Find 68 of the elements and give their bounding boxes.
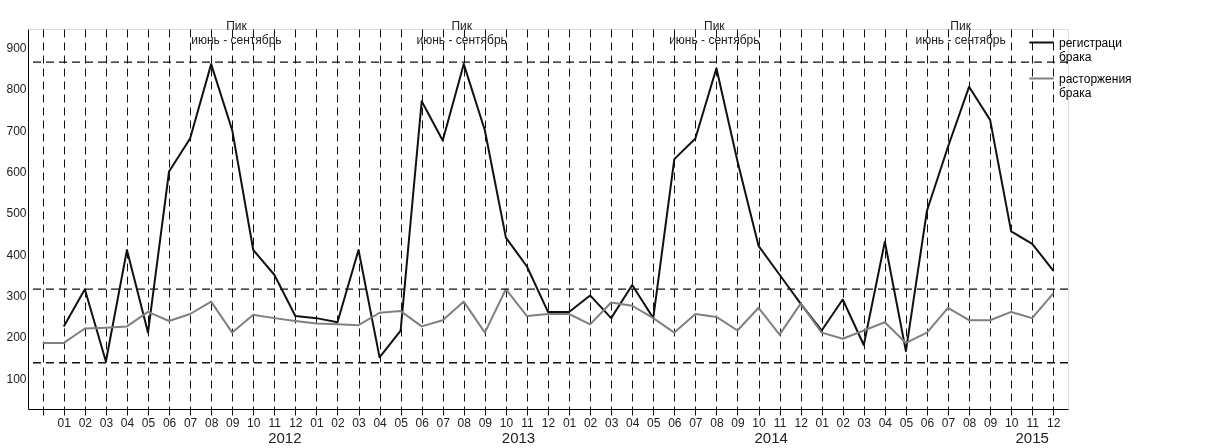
y-tick-label: 400 [6, 247, 27, 262]
x-tick-label: 01 [310, 415, 324, 430]
x-tick-label: 12 [1047, 415, 1061, 430]
x-tick-label: 05 [647, 415, 661, 430]
x-tick-label: 07 [436, 415, 451, 430]
text: 2014 [754, 429, 788, 446]
y-tick-label: 500 [6, 206, 27, 221]
x-tick-label: 02 [331, 415, 345, 430]
x-tick-label: 11 [773, 415, 787, 430]
text: 2015 [1015, 429, 1049, 446]
legend-label: регистраци брака [1059, 35, 1122, 64]
x-tick-label: 07 [689, 415, 703, 430]
text: 2012 [268, 429, 302, 446]
x-tick-label: 02 [583, 415, 598, 430]
x-tick-label: 09 [731, 415, 745, 430]
x-tick-label: 12 [794, 415, 809, 430]
x-tick-label: 07 [183, 415, 198, 430]
x-tick-label: 06 [415, 415, 430, 430]
annotation: Пик июнь - сентябрь [669, 19, 760, 47]
x-tick-label: 12 [289, 415, 303, 430]
x-tick-label: 11 [521, 415, 534, 430]
x-tick-label: 01 [815, 415, 830, 430]
x-tick-label: 08 [204, 415, 219, 430]
annotation: Пик июнь - сентябрь [416, 19, 507, 47]
x-tick-label: 09 [226, 415, 240, 430]
x-tick-label: 03 [857, 415, 872, 430]
x-tick-label: 06 [162, 415, 177, 430]
y-tick-label: 600 [6, 165, 27, 179]
x-tick-label: 06 [920, 415, 935, 430]
x-tick-label: 01 [57, 415, 72, 430]
x-tick-label: 03 [352, 415, 367, 430]
x-tick-label: 11 [1026, 415, 1040, 430]
x-tick-label: 01 [562, 415, 577, 430]
y-tick-label: 900 [6, 41, 27, 56]
x-tick-label: 12 [541, 415, 556, 430]
x-tick-label: 04 [878, 415, 893, 430]
y-tick-label: 700 [6, 123, 27, 138]
x-tick-label: 04 [626, 415, 640, 430]
x-tick-label: 02 [836, 415, 851, 430]
y-tick-label: 100 [6, 371, 27, 386]
annotation: Пик июнь - сентябрь [191, 19, 282, 47]
line-series [41, 288, 1055, 344]
x-tick-label: 05 [394, 415, 409, 430]
y-tick-label: 300 [6, 288, 27, 303]
x-tick-label: 11 [268, 415, 282, 430]
x-tick-label: 05 [899, 415, 914, 430]
x-tick-label: 05 [141, 415, 156, 430]
annotation: Пик июнь - сентябрь [915, 19, 1006, 47]
x-tick-label: 10 [247, 415, 261, 430]
x-tick-label: 04 [120, 415, 135, 430]
x-tick-label: 08 [710, 415, 724, 430]
x-tick-label: 10 [499, 415, 514, 430]
x-tick-label: 06 [668, 415, 682, 430]
x-tick-label: 10 [752, 415, 767, 430]
x-tick-label: 04 [373, 415, 388, 430]
y-tick-label: 200 [6, 330, 27, 345]
text: 2013 [501, 429, 536, 446]
x-tick-label: 02 [78, 415, 93, 430]
x-tick-label: 10 [1004, 415, 1019, 430]
x-tick-label: 09 [478, 415, 493, 430]
y-tick-label: 800 [6, 82, 27, 97]
x-tick-label: 07 [941, 415, 956, 430]
x-tick-label: 08 [457, 415, 472, 430]
x-tick-label: 08 [962, 415, 977, 430]
x-tick-label: 03 [99, 415, 114, 430]
x-tick-label: 03 [604, 415, 619, 430]
legend-label: расторжения брака [1059, 71, 1132, 100]
x-tick-label: 09 [983, 415, 998, 430]
